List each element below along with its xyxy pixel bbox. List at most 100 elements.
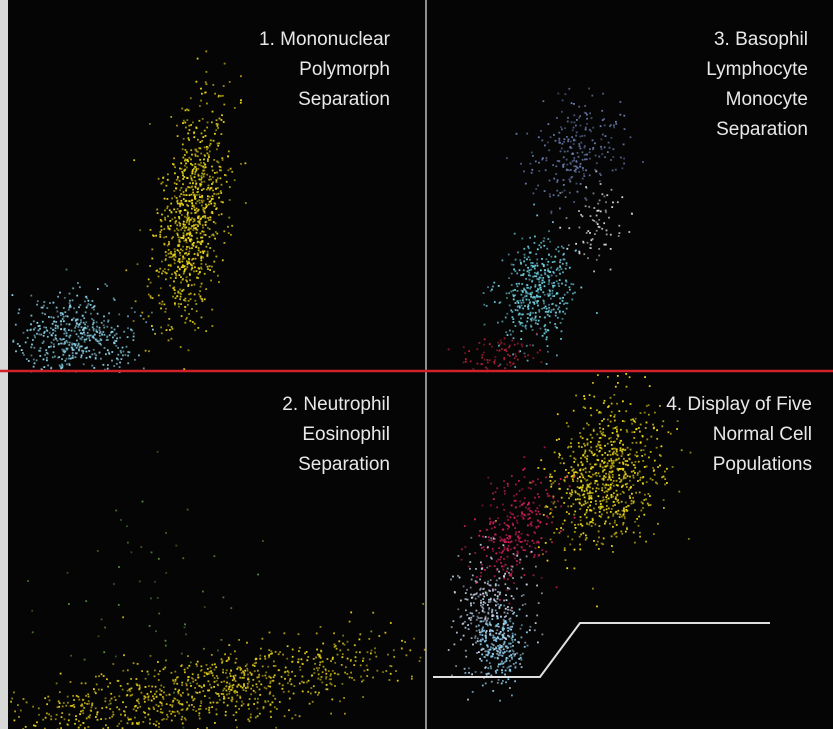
dot — [636, 474, 639, 476]
dot — [603, 418, 605, 421]
dot — [547, 329, 550, 332]
dot — [630, 470, 633, 473]
dot — [68, 344, 71, 346]
dot — [478, 342, 481, 344]
dot — [170, 252, 173, 255]
dot — [535, 526, 538, 528]
dot — [240, 667, 243, 670]
dot — [206, 152, 209, 155]
dot — [95, 354, 98, 357]
dot — [118, 313, 121, 316]
dot — [157, 661, 159, 663]
dot — [250, 693, 252, 696]
dot — [612, 500, 615, 503]
dot — [172, 287, 175, 290]
dot — [599, 463, 602, 466]
dot — [315, 656, 317, 659]
dot — [585, 487, 588, 490]
dot — [575, 242, 577, 245]
dot — [609, 465, 612, 467]
dot — [182, 178, 185, 180]
dot — [275, 726, 278, 729]
dot — [42, 340, 45, 343]
dot — [613, 394, 616, 396]
dot — [499, 654, 502, 656]
dot — [194, 166, 197, 168]
dot — [492, 536, 495, 539]
dot — [582, 406, 585, 409]
dot — [459, 616, 462, 619]
dot — [362, 660, 364, 662]
dot — [604, 209, 607, 212]
dot — [502, 568, 505, 571]
dot — [520, 262, 522, 265]
dot — [502, 666, 505, 668]
dot — [353, 679, 356, 681]
dot — [605, 465, 607, 468]
dot — [624, 483, 627, 486]
dot — [344, 671, 346, 674]
dot — [564, 312, 566, 315]
dot — [579, 469, 581, 471]
dot — [597, 487, 600, 490]
dot — [56, 706, 59, 709]
dot — [201, 230, 204, 233]
dot — [159, 287, 162, 290]
dot — [550, 501, 553, 503]
dot — [249, 671, 252, 674]
dot — [526, 258, 528, 261]
dot — [209, 666, 212, 669]
dot — [497, 603, 499, 606]
dot — [362, 657, 365, 660]
dot — [614, 532, 617, 535]
dot — [483, 595, 486, 598]
dot — [514, 665, 517, 668]
dot — [605, 500, 608, 503]
dot — [513, 654, 516, 657]
dot — [128, 351, 131, 354]
dot — [197, 174, 200, 177]
dot — [450, 578, 452, 581]
dot — [531, 539, 534, 542]
dot — [547, 495, 549, 497]
dot — [586, 442, 589, 445]
dot — [177, 701, 180, 704]
dot — [542, 300, 545, 303]
dot — [504, 538, 506, 541]
dot — [225, 672, 227, 674]
dot — [615, 524, 618, 526]
dot — [194, 197, 196, 199]
dot — [616, 458, 619, 461]
dot — [56, 339, 59, 342]
dot — [639, 412, 642, 414]
dot — [182, 204, 184, 206]
dot — [482, 620, 485, 623]
dot — [595, 229, 598, 232]
dot — [156, 450, 159, 453]
dot — [90, 312, 92, 315]
dot — [511, 565, 514, 568]
dot — [581, 464, 584, 466]
dot — [77, 323, 80, 326]
dot — [622, 469, 625, 471]
dot — [572, 409, 575, 412]
dot — [112, 713, 115, 716]
dot — [192, 188, 194, 191]
dot — [607, 516, 610, 519]
dot — [196, 228, 199, 231]
dot — [625, 410, 628, 413]
dot — [517, 641, 520, 643]
dot — [182, 191, 185, 193]
dot — [503, 490, 506, 492]
dot — [199, 183, 202, 185]
dot — [188, 233, 191, 236]
dot — [461, 623, 464, 625]
dot — [590, 130, 592, 133]
dot — [93, 367, 96, 369]
dot — [535, 332, 538, 335]
dot — [605, 229, 608, 232]
dot — [158, 726, 160, 728]
dot — [281, 687, 284, 690]
dot — [23, 354, 25, 356]
dot — [360, 675, 362, 678]
